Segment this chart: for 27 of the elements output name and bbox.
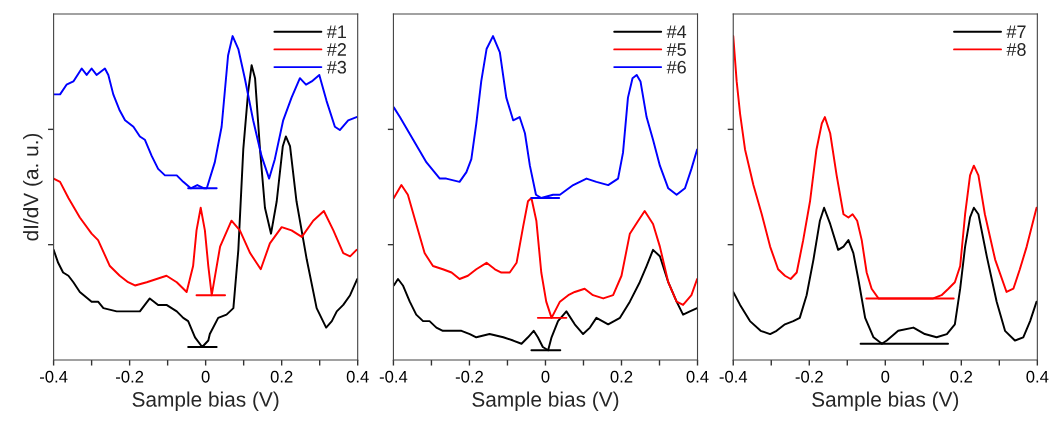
x-tick-label: 0.2: [270, 370, 293, 383]
legend-label: #6: [666, 60, 686, 74]
y-axis-title: dI/dV (a. u.): [23, 133, 43, 241]
x-tick-label: -0.2: [455, 370, 483, 383]
x-tick-label: 0: [541, 370, 550, 383]
x-axis-title: Sample bias (V): [812, 391, 959, 411]
x-tick-label: -0.4: [379, 370, 408, 383]
x-tick-label: 0: [881, 370, 890, 383]
x-tick-label: -0.4: [719, 370, 748, 383]
legend-label: #4: [666, 25, 687, 38]
legend-label: #2: [326, 43, 346, 56]
x-tick-label: 0.2: [950, 370, 973, 383]
legend-label: #3: [326, 60, 347, 74]
x-tick-label: 0.2: [610, 370, 633, 383]
x-tick-label: 0: [201, 370, 210, 383]
x-tick-label: -0.2: [116, 370, 144, 383]
legend-label: #5: [666, 43, 686, 56]
x-tick-label: 0.4: [686, 370, 709, 383]
legend-label: #1: [326, 25, 346, 38]
x-tick-label: 0.4: [346, 370, 369, 383]
x-tick-label: 0.4: [1026, 370, 1049, 383]
x-axis-title: Sample bias (V): [132, 391, 279, 411]
x-axis-title: Sample bias (V): [472, 391, 619, 411]
legend-label: #8: [1006, 43, 1026, 56]
x-tick-label: -0.4: [39, 370, 68, 383]
x-tick-label: -0.2: [795, 370, 823, 383]
legend-label: #7: [1006, 25, 1026, 38]
